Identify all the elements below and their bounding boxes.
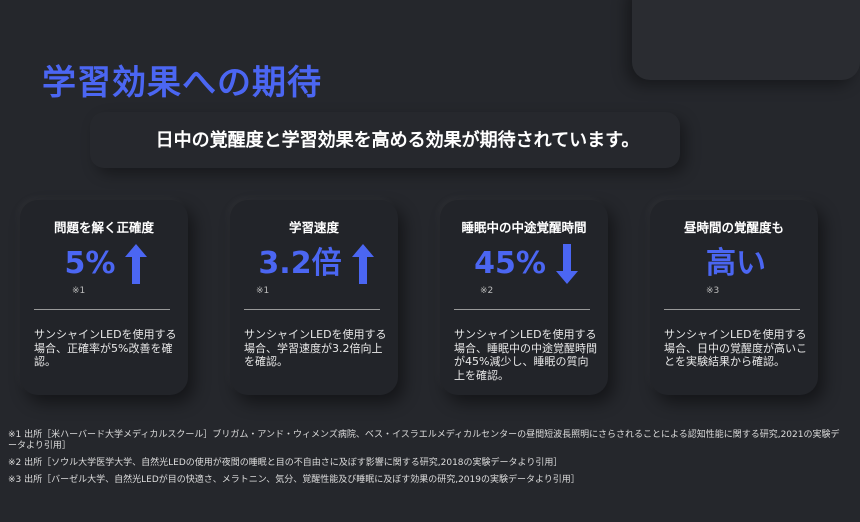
value-row: 45%: [454, 244, 598, 284]
card-note: ※1: [72, 286, 86, 296]
page-title: 学習効果への期待: [42, 63, 322, 103]
divider: [454, 309, 590, 310]
card-title: 学習速度: [288, 220, 339, 235]
footnote-1: ※1 出所［米ハーバード大学メディカルスクール］ブリガム・アンド・ウィメンズ病院…: [8, 430, 840, 451]
card-title: 問題を解く正確度: [53, 220, 154, 235]
value-row: 3.2倍: [244, 244, 388, 284]
divider: [664, 309, 800, 310]
card-value: 高い: [706, 246, 766, 281]
subtitle-panel: [90, 112, 680, 168]
stat-cards: 問題を解く正確度 5% ※1 サンシャインLEDを使用する場合、正確率が5%改善…: [20, 200, 818, 395]
arrow-up-icon: [125, 244, 148, 284]
stat-card-wake-time: 睡眠中の中途覚醒時間 45% ※2 サンシャインLEDを使用する場合、睡眠中の中…: [440, 200, 608, 395]
stat-card-learning-speed: 学習速度 3.2倍 ※1 サンシャインLEDを使用する場合、学習速度が3.2倍向…: [230, 200, 398, 395]
divider: [34, 309, 170, 310]
stat-card-accuracy: 問題を解く正確度 5% ※1 サンシャインLEDを使用する場合、正確率が5%改善…: [20, 200, 188, 395]
card-title: 睡眠中の中途覚醒時間: [461, 220, 587, 235]
card-value: 45%: [474, 246, 546, 281]
divider: [244, 309, 380, 310]
card-description: サンシャインLEDを使用する場合、学習速度が3.2倍向上を確認。: [244, 328, 387, 368]
footnote-2: ※2 出所［ソウル大学医学大学、自然光LEDの使用が夜間の睡眠と目の不自由さに及…: [8, 458, 563, 468]
card-description: サンシャインLEDを使用する場合、日中の覚醒度が高いことを実験結果から確認。: [664, 328, 807, 368]
card-title: 昼時間の覚醒度も: [683, 220, 784, 235]
card-description: サンシャインLEDを使用する場合、睡眠中の中途覚醒時間が45%減少し、睡眠の質向…: [454, 328, 597, 382]
arrow-up-icon: [351, 244, 374, 284]
page-subtitle: 日中の覚醒度と学習効果を高める効果が期待されています。: [155, 130, 640, 151]
card-note: ※3: [706, 286, 720, 296]
card-value: 5%: [64, 246, 116, 281]
card-description: サンシャインLEDを使用する場合、正確率が5%改善を確認。: [34, 328, 177, 368]
value-row: 高い: [664, 244, 808, 284]
card-note: ※1: [256, 286, 270, 296]
arrow-down-icon: [555, 244, 578, 284]
decor-panel: [632, 0, 860, 80]
card-value: 3.2倍: [258, 246, 342, 281]
stat-card-daytime-alertness: 昼時間の覚醒度も 高い ※3 サンシャインLEDを使用する場合、日中の覚醒度が高…: [650, 200, 818, 395]
value-row: 5%: [34, 244, 178, 284]
footnotes: ※1 出所［米ハーバード大学メディカルスクール］ブリガム・アンド・ウィメンズ病院…: [8, 430, 848, 494]
card-note: ※2: [480, 286, 494, 296]
footnote-3: ※3 出所［バーゼル大学、自然光LEDが目の快適さ、メラトニン、気分、覚醒性能及…: [8, 475, 580, 485]
